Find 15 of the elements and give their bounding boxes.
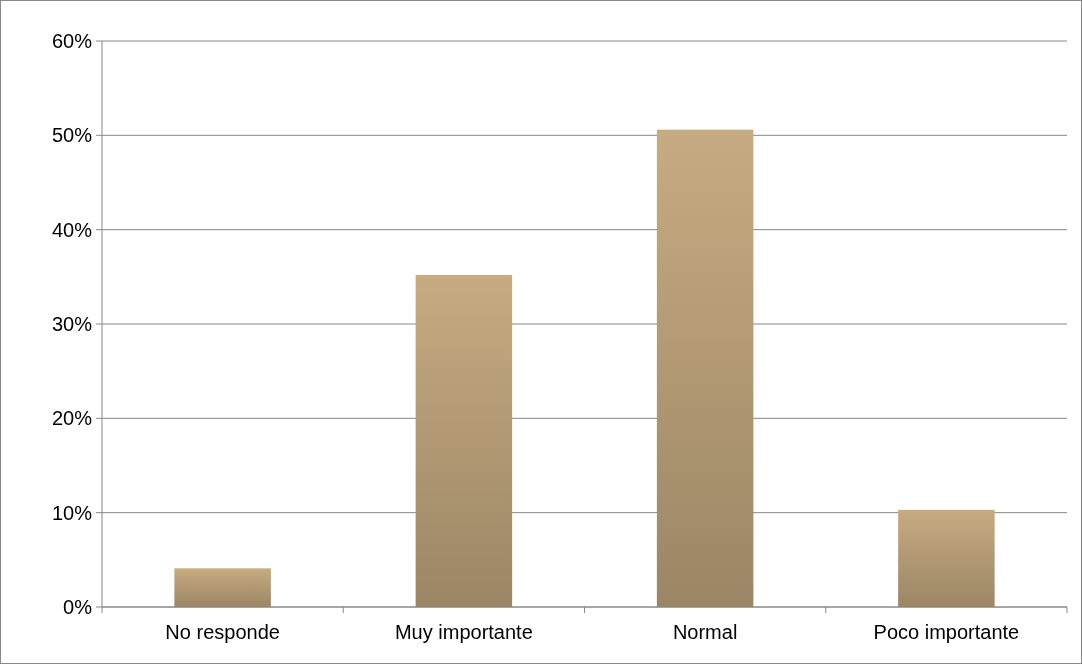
y-tick-label: 50% [51,124,93,147]
bar [174,568,271,607]
y-tick-label: 10% [51,501,93,524]
x-tick-label: No responde [165,621,280,643]
y-tick-label: 0% [63,596,93,618]
bar [898,509,995,607]
x-tick-label: Normal [672,621,738,643]
bar [656,129,754,607]
y-tick-label: 60% [51,30,93,52]
x-tick-label: Poco importante [873,621,1020,643]
y-tick-label: 30% [51,313,93,335]
y-tick-label: 40% [51,218,93,241]
bar [415,274,513,607]
y-tick-label: 20% [51,407,93,430]
x-tick-label: Muy importante [394,621,533,643]
